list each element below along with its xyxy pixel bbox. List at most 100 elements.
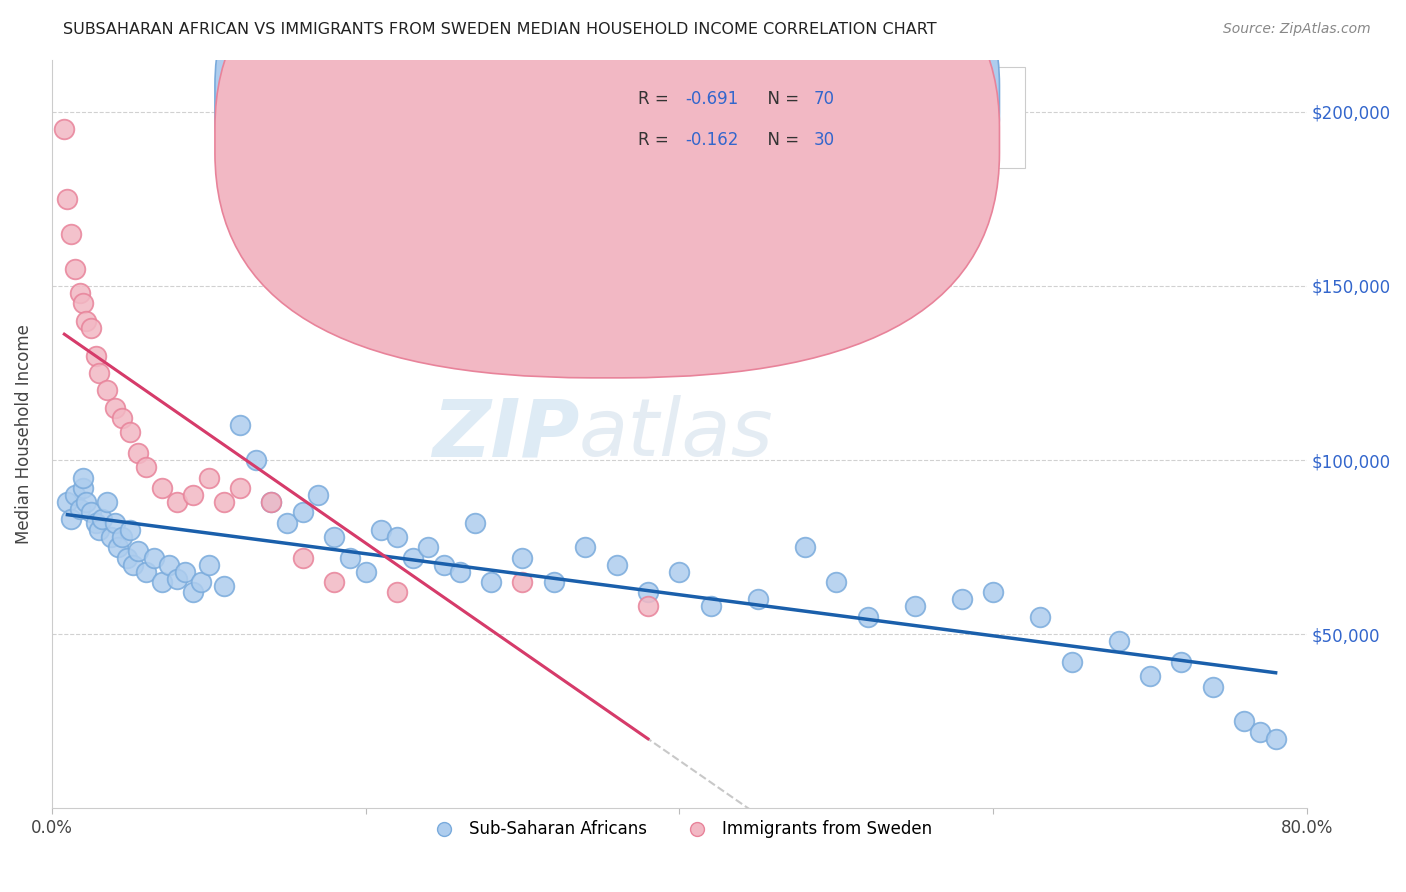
Point [65, 488, 87, 502]
Point [1108, 634, 1130, 648]
Point [308, 488, 330, 502]
Point [127, 543, 149, 558]
Point [135, 460, 157, 475]
Point [825, 575, 848, 590]
Point [512, 550, 534, 565]
Point [214, 578, 236, 592]
Point [181, 488, 204, 502]
Point [668, 565, 690, 579]
Point [1170, 655, 1192, 669]
Point [323, 575, 346, 590]
FancyBboxPatch shape [215, 0, 1000, 336]
FancyBboxPatch shape [215, 0, 1000, 378]
Point [72, 296, 94, 310]
Text: N =: N = [758, 131, 804, 149]
Point [260, 495, 283, 509]
Point [291, 550, 314, 565]
Point [103, 401, 125, 415]
Point [166, 495, 188, 509]
Point [574, 540, 596, 554]
Point [53, 122, 76, 136]
Point [1060, 655, 1083, 669]
Point [354, 565, 377, 579]
Point [96, 495, 118, 509]
Point [1029, 610, 1052, 624]
Text: R =: R = [638, 90, 673, 108]
Y-axis label: Median Household Income: Median Household Income [15, 324, 32, 544]
Point [747, 592, 769, 607]
Point [401, 550, 423, 565]
Point [111, 530, 134, 544]
Point [96, 384, 118, 398]
Text: -0.691: -0.691 [686, 90, 740, 108]
Point [75, 495, 97, 509]
Point [72, 481, 94, 495]
Point [793, 540, 815, 554]
Point [385, 530, 408, 544]
Point [80, 320, 103, 334]
Point [260, 495, 283, 509]
Point [1139, 669, 1161, 683]
Point [56, 192, 79, 206]
Point [72, 470, 94, 484]
Text: -0.162: -0.162 [686, 131, 740, 149]
Point [856, 610, 879, 624]
Point [449, 565, 471, 579]
Point [142, 550, 165, 565]
Text: R =: R = [638, 131, 673, 149]
Point [512, 575, 534, 590]
FancyBboxPatch shape [560, 67, 1025, 169]
Point [1249, 724, 1271, 739]
Point [159, 558, 181, 572]
Point [214, 495, 236, 509]
Point [103, 516, 125, 530]
Point [135, 565, 157, 579]
Legend: Sub-Saharan Africans, Immigrants from Sweden: Sub-Saharan Africans, Immigrants from Sw… [420, 814, 938, 845]
Point [606, 558, 628, 572]
Point [197, 470, 219, 484]
Point [700, 599, 723, 614]
Point [229, 418, 252, 433]
Text: SUBSAHARAN AFRICAN VS IMMIGRANTS FROM SWEDEN MEDIAN HOUSEHOLD INCOME CORRELATION: SUBSAHARAN AFRICAN VS IMMIGRANTS FROM SW… [63, 22, 936, 37]
Point [59, 512, 82, 526]
Text: 30: 30 [814, 131, 835, 149]
Point [370, 523, 392, 537]
Point [91, 512, 114, 526]
Point [543, 575, 565, 590]
Point [1202, 680, 1225, 694]
Point [950, 592, 973, 607]
Point [229, 481, 252, 495]
Text: 70: 70 [814, 90, 835, 108]
Point [981, 585, 1004, 599]
Text: Source: ZipAtlas.com: Source: ZipAtlas.com [1223, 22, 1371, 37]
Point [84, 516, 107, 530]
Point [433, 558, 456, 572]
Point [59, 227, 82, 241]
Point [291, 505, 314, 519]
Point [464, 516, 486, 530]
Point [637, 585, 659, 599]
Point [150, 481, 173, 495]
Point [65, 261, 87, 276]
Point [69, 502, 91, 516]
Point [323, 530, 346, 544]
Point [150, 575, 173, 590]
Point [166, 572, 188, 586]
Text: ZIP: ZIP [432, 395, 579, 473]
Point [245, 453, 267, 467]
Point [120, 425, 142, 440]
Point [385, 585, 408, 599]
Text: atlas: atlas [579, 395, 773, 473]
Point [69, 285, 91, 300]
Point [120, 523, 142, 537]
Point [197, 558, 219, 572]
Point [174, 565, 197, 579]
Point [107, 540, 129, 554]
Point [479, 575, 502, 590]
Point [190, 575, 212, 590]
Point [418, 540, 440, 554]
Point [111, 411, 134, 425]
Point [115, 550, 138, 565]
Point [276, 516, 298, 530]
Point [181, 585, 204, 599]
